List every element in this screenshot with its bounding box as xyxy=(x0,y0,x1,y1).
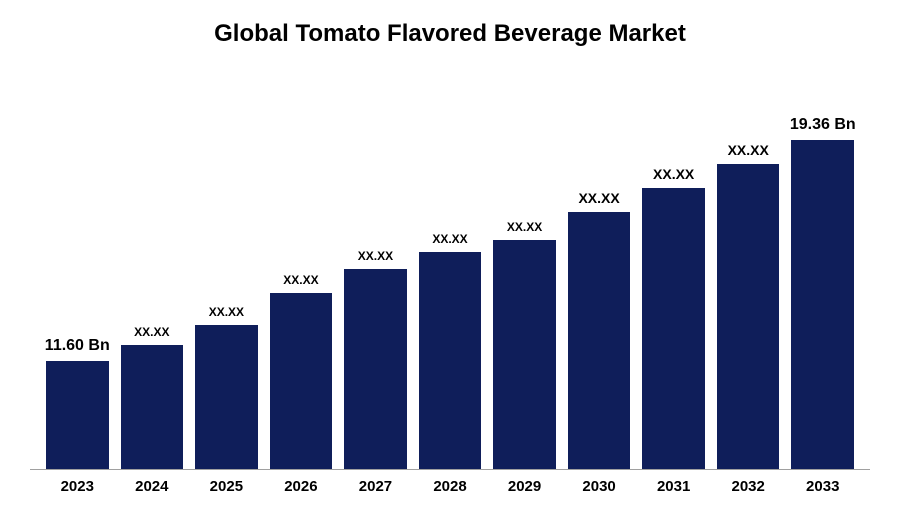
x-axis-tick: 2026 xyxy=(270,478,333,495)
x-axis-tick: 2028 xyxy=(419,478,482,495)
bar-group: 19.36 Bn xyxy=(791,68,854,469)
bar-value-label: XX.XX xyxy=(487,220,562,234)
chart-container: Global Tomato Flavored Beverage Market 1… xyxy=(0,0,900,525)
chart-title: Global Tomato Flavored Beverage Market xyxy=(30,20,870,48)
x-axis-tick: 2025 xyxy=(195,478,258,495)
plot-area: 11.60 BnXX.XXXX.XXXX.XXXX.XXXX.XXXX.XXXX… xyxy=(30,68,870,470)
x-axis-tick: 2031 xyxy=(642,478,705,495)
bar-group: XX.XX xyxy=(493,68,556,469)
bar xyxy=(791,140,854,469)
bar-group: XX.XX xyxy=(419,68,482,469)
x-axis-tick: 2023 xyxy=(46,478,109,495)
bar xyxy=(642,188,705,469)
bar xyxy=(46,361,109,469)
bar xyxy=(419,252,482,469)
x-axis-tick: 2030 xyxy=(568,478,631,495)
x-axis-tick: 2029 xyxy=(493,478,556,495)
bar-value-label: 19.36 Bn xyxy=(785,116,860,134)
bar xyxy=(195,325,258,469)
bar-group: XX.XX xyxy=(717,68,780,469)
bar-group: XX.XX xyxy=(195,68,258,469)
bar-value-label: XX.XX xyxy=(562,190,637,206)
bar-value-label: XX.XX xyxy=(189,305,264,319)
bar-value-label: XX.XX xyxy=(263,273,338,287)
x-axis-tick: 2033 xyxy=(791,478,854,495)
bar xyxy=(121,345,184,469)
bar-group: XX.XX xyxy=(642,68,705,469)
x-axis-tick: 2032 xyxy=(717,478,780,495)
bar-value-label: XX.XX xyxy=(412,232,487,246)
bar-group: XX.XX xyxy=(568,68,631,469)
bar-value-label: XX.XX xyxy=(636,166,711,182)
bar-value-label: XX.XX xyxy=(338,249,413,263)
bar xyxy=(717,164,780,469)
bar-group: XX.XX xyxy=(270,68,333,469)
bar-group: XX.XX xyxy=(121,68,184,469)
bar-value-label: 11.60 Bn xyxy=(40,337,115,355)
bar-value-label: XX.XX xyxy=(711,142,786,158)
bar xyxy=(344,269,407,470)
x-axis: 2023 2024 2025 2026 2027 2028 2029 2030 2031 2032… xyxy=(30,470,870,495)
bar xyxy=(270,293,333,469)
bar-group: 11.60 Bn xyxy=(46,68,109,469)
bar xyxy=(568,212,631,469)
x-axis-tick: 2024 xyxy=(121,478,184,495)
bar-group: XX.XX xyxy=(344,68,407,469)
bar xyxy=(493,240,556,469)
bar-value-label: XX.XX xyxy=(114,325,189,339)
x-axis-tick: 2027 xyxy=(344,478,407,495)
